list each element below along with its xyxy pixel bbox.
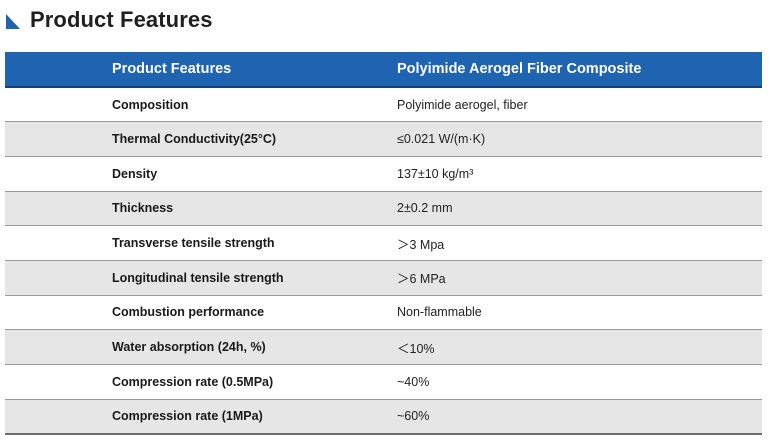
page-title: Product Features: [30, 7, 213, 32]
row-parameter: Compression rate (0.5MPa): [112, 374, 274, 389]
section-heading: Product Features: [6, 4, 213, 36]
row-value: ＞6 MPa: [397, 272, 446, 287]
row-value: ＞3 Mpa: [397, 237, 445, 252]
heading-triangle-icon: [6, 14, 20, 29]
row-parameter: Longitudinal tensile strength: [112, 270, 284, 285]
column-header-features: Product Features: [5, 52, 291, 88]
product-features-table: Product Features Polyimide Aerogel Fiber…: [5, 52, 762, 435]
row-parameter: Thickness: [112, 201, 174, 216]
table-row: Compression rate (0.5MPa) ~40%: [5, 364, 762, 400]
table-row: Combustion performance Non-flammable: [5, 295, 762, 330]
table-row: Composition Polyimide aerogel, fiber: [5, 87, 762, 122]
row-value: ~40%: [397, 374, 430, 389]
row-parameter: Compression rate (1MPa): [112, 409, 263, 424]
column-header-product: Polyimide Aerogel Fiber Composite: [291, 52, 762, 88]
row-value: 137±10 kg/m³: [397, 166, 474, 181]
table-header-row: Product Features Polyimide Aerogel Fiber…: [5, 52, 762, 88]
row-value: Polyimide aerogel, fiber: [397, 97, 528, 112]
table-row: Density 137±10 kg/m³: [5, 156, 762, 192]
table-row: Thickness 2±0.2 mm: [5, 191, 762, 226]
table-row: Compression rate (1MPa) ~60%: [5, 399, 762, 434]
row-parameter: Water absorption (24h, %): [112, 340, 266, 355]
table-row: Thermal Conductivity(25°C) ≤0.021 W/(m·K…: [5, 121, 762, 157]
row-value: Non-flammable: [397, 305, 482, 320]
table-row: Transverse tensile strength ＞3 Mpa: [5, 225, 762, 261]
row-parameter: Composition: [112, 97, 189, 112]
row-value: 2±0.2 mm: [397, 201, 453, 216]
row-parameter: Transverse tensile strength: [112, 236, 275, 251]
row-parameter: Combustion performance: [112, 305, 265, 320]
row-parameter: Density: [112, 166, 158, 181]
row-value: ~60%: [397, 409, 430, 424]
row-parameter: Thermal Conductivity(25°C): [112, 132, 277, 147]
row-value: ≤0.021 W/(m·K): [397, 132, 486, 147]
row-value: ＜10%: [397, 341, 435, 356]
table-row: Longitudinal tensile strength ＞6 MPa: [5, 260, 762, 296]
table-row: Water absorption (24h, %) ＜10%: [5, 329, 762, 365]
